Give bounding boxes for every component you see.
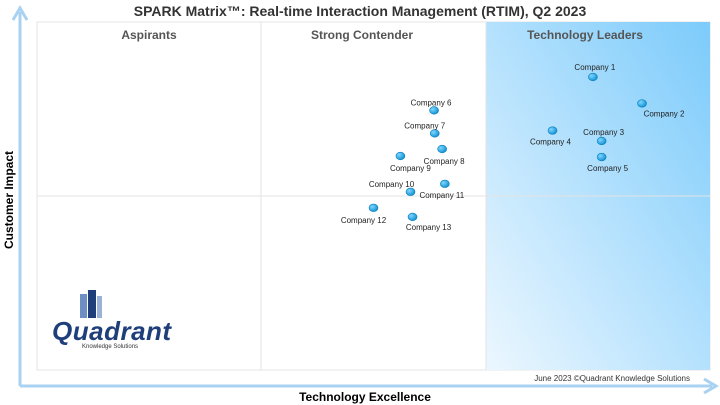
zone-label-technology-leaders: Technology Leaders	[527, 28, 643, 42]
point-label-company-5: Company 5	[587, 164, 628, 173]
point-label-company-10: Company 10	[369, 180, 415, 189]
logo-wordmark: Quadrant	[52, 316, 172, 346]
y-axis-title: Customer Impact	[2, 151, 16, 249]
chart-title: SPARK Matrix™: Real-time Interaction Man…	[133, 3, 587, 19]
point-label-company-13: Company 13	[406, 223, 452, 232]
point-label-company-4: Company 4	[530, 138, 571, 147]
point-company-8[interactable]	[437, 144, 447, 154]
logo-tagline: Knowledge Solutions	[82, 344, 139, 350]
point-label-company-7: Company 7	[404, 121, 445, 130]
point-label-company-1: Company 1	[574, 63, 615, 72]
point-label-company-2: Company 2	[644, 109, 685, 118]
point-label-company-11: Company 11	[419, 191, 464, 200]
point-company-4[interactable]	[547, 126, 558, 135]
point-company-1[interactable]	[588, 72, 598, 82]
point-company-11[interactable]	[440, 179, 450, 188]
point-company-5[interactable]	[596, 152, 607, 162]
point-label-company-12: Company 12	[341, 216, 387, 225]
data-points: Company 1 Company 2 Company 3 Company 4 Comp…	[341, 63, 685, 232]
point-company-2[interactable]	[637, 99, 647, 108]
point-company-7[interactable]	[429, 129, 440, 138]
point-label-company-6: Company 6	[411, 98, 452, 107]
point-company-10[interactable]	[405, 187, 416, 196]
quadrant-logo: Quadrant Knowledge Solutions	[52, 290, 182, 352]
point-company-13[interactable]	[407, 212, 418, 221]
point-label-company-9: Company 9	[390, 164, 431, 173]
x-axis-title: Technology Excellence	[299, 390, 431, 404]
book-icon	[80, 290, 102, 318]
point-company-6[interactable]	[429, 106, 439, 115]
point-company-12[interactable]	[368, 203, 379, 212]
point-label-company-3: Company 3	[583, 128, 624, 137]
point-company-3[interactable]	[596, 136, 607, 146]
point-company-9[interactable]	[395, 151, 406, 161]
footer-credit: June 2023 ©Quadrant Knowledge Solutions	[534, 374, 690, 383]
zone-label-aspirants: Aspirants	[121, 28, 177, 42]
point-label-company-8: Company 8	[424, 157, 465, 166]
zone-label-strong-contender: Strong Contender	[311, 28, 413, 42]
axes	[11, 5, 719, 395]
